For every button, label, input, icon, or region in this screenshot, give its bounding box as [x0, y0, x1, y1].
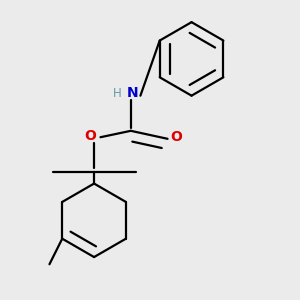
Text: H: H [113, 87, 122, 100]
Text: O: O [170, 130, 182, 144]
Text: N: N [127, 86, 138, 100]
Text: O: O [84, 129, 96, 142]
